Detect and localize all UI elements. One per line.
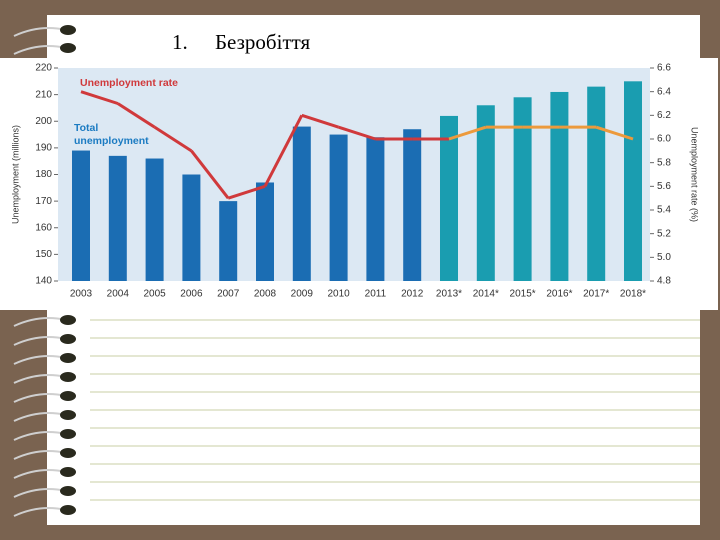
- y2-axis-title: Unemployment rate (%): [690, 127, 700, 222]
- line-segment: [301, 113, 340, 129]
- legend-label: Total unemployment: [74, 122, 149, 147]
- y2-tick-label: 6.6: [657, 63, 671, 74]
- slide-title: Безробіття: [215, 30, 311, 54]
- spiral-hole: [60, 43, 76, 53]
- bar: [587, 86, 606, 281]
- y2-tick-label: 6.0: [657, 134, 671, 145]
- y-tick-label: 180: [35, 169, 52, 180]
- y2-tick-label: 5.0: [657, 252, 671, 263]
- bar: [476, 105, 495, 282]
- spiral-hole: [60, 429, 76, 439]
- line-segment: [448, 125, 487, 141]
- x-tick-label: 2011: [365, 289, 387, 300]
- spiral-hole: [60, 410, 76, 420]
- line-segment: [227, 184, 266, 200]
- bar: [403, 129, 422, 281]
- x-tick-label: 2013*: [436, 289, 462, 300]
- y-tick-label: 190: [35, 143, 52, 154]
- x-tick-label: 2015*: [510, 289, 536, 300]
- bar: [513, 97, 532, 281]
- bar: [182, 174, 201, 281]
- spiral-hole: [60, 25, 76, 35]
- x-tick-label: 2017*: [583, 289, 609, 300]
- y2-tick-label: 5.6: [657, 181, 671, 192]
- bar: [108, 155, 127, 281]
- spiral-hole: [60, 505, 76, 515]
- bar: [440, 115, 458, 281]
- bar: [292, 126, 311, 281]
- x-tick-label: 2006: [180, 289, 203, 300]
- spiral-hole: [60, 315, 76, 325]
- bar: [550, 91, 569, 282]
- x-tick-label: 2014*: [473, 289, 499, 300]
- y2-tick-label: 5.4: [657, 205, 671, 216]
- x-tick-label: 2012: [401, 289, 424, 300]
- line-segment: [595, 125, 634, 141]
- legend-label: Unemployment rate: [80, 77, 178, 89]
- y-tick-label: 200: [35, 116, 52, 127]
- bar: [624, 81, 642, 281]
- line-segment: [338, 125, 376, 141]
- y2-tick-label: 6.4: [657, 86, 671, 97]
- bar: [366, 137, 385, 281]
- chart: 140 150 160 170 180 190 200 210 220 4.8 5.0 5.2 5.4 5…: [10, 63, 699, 300]
- y2-tick-label: 6.2: [657, 110, 671, 121]
- line-segment: [116, 102, 156, 129]
- bar: [72, 150, 90, 281]
- x-tick-label: 2016*: [546, 289, 572, 300]
- y-tick-label: 220: [35, 63, 52, 74]
- x-tick-label: 2008: [254, 289, 277, 300]
- spiral-hole: [60, 334, 76, 344]
- line-segment: [80, 90, 119, 105]
- x-tick-label: 2005: [143, 289, 166, 300]
- y-tick-label: 150: [35, 249, 52, 260]
- spiral-hole: [60, 391, 76, 401]
- line-segment: [190, 149, 230, 200]
- list-number: 1.: [172, 30, 188, 54]
- bar: [145, 158, 164, 281]
- line-segment: [263, 114, 304, 188]
- spiral-hole: [60, 353, 76, 363]
- y-tick-label: 170: [35, 196, 52, 207]
- y-tick-label: 210: [35, 89, 52, 100]
- spiral-hole: [60, 448, 76, 458]
- line-segment: [153, 125, 193, 153]
- y2-tick-label: 4.8: [657, 276, 671, 287]
- bar: [219, 201, 238, 281]
- spiral-hole: [60, 372, 76, 382]
- y-tick-label: 160: [35, 222, 52, 233]
- spiral-hole: [60, 486, 76, 496]
- bar: [256, 182, 274, 281]
- y-tick-label: 140: [35, 276, 52, 287]
- y2-tick-label: 5.2: [657, 228, 671, 239]
- x-tick-label: 2009: [291, 289, 314, 300]
- bar: [329, 134, 348, 281]
- decoration: [13, 25, 700, 517]
- x-tick-label: 2004: [107, 289, 130, 300]
- x-tick-label: 2007: [217, 289, 240, 300]
- y2-tick-label: 5.8: [657, 157, 671, 168]
- x-tick-label: 2018*: [620, 289, 646, 300]
- x-tick-label: 2010: [327, 289, 350, 300]
- y-axis-title: Unemployment (millions): [10, 125, 20, 224]
- spiral-hole: [60, 467, 76, 477]
- x-tick-label: 2003: [70, 289, 93, 300]
